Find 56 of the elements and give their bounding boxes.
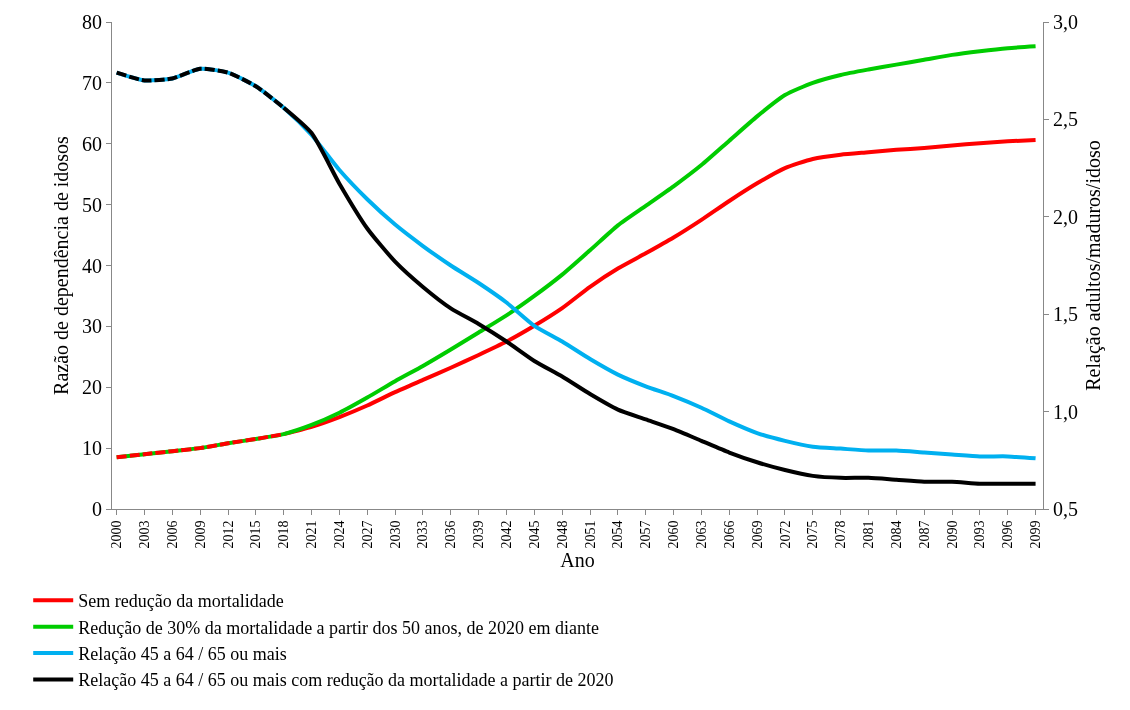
x-tick-label: 2093 [972, 520, 988, 549]
y-tick-label: 0 [92, 498, 102, 520]
x-tick-label: 2084 [888, 520, 904, 549]
x-tick-label: 2012 [220, 520, 236, 549]
y-tick-label: 60 [82, 132, 102, 155]
x-axis-title: Ano [560, 548, 595, 571]
y2-tick-label: 2,0 [1053, 205, 1078, 228]
y-tick-label: 20 [82, 376, 102, 399]
x-tick-label: 2042 [499, 520, 515, 549]
y2-tick-label: 0,5 [1053, 498, 1078, 520]
x-tick-label: 2033 [415, 520, 431, 549]
x-tick-label: 2090 [944, 520, 960, 549]
x-tick-label: 2024 [331, 520, 347, 549]
y-tick-label: 40 [82, 254, 102, 277]
x-tick-label: 2060 [666, 520, 682, 549]
x-tick-label: 2027 [359, 520, 375, 549]
x-tick-label: 2054 [610, 520, 626, 549]
y2-tick-label: 2,5 [1053, 108, 1078, 131]
x-tick-label: 2003 [137, 520, 153, 549]
x-tick-label: 2096 [1000, 520, 1016, 549]
x-tick-label: 2075 [805, 520, 821, 549]
x-tick-label: 2078 [833, 520, 849, 549]
x-tick-label: 2009 [192, 520, 208, 549]
y-tick-label: 70 [82, 71, 102, 94]
legend-label: Relação 45 a 64 / 65 ou mais com redução da mortalidade a partir de 2020 [78, 670, 614, 691]
x-tick-label: 2072 [777, 520, 793, 549]
x-tick-label: 2057 [638, 520, 654, 549]
x-tick-label: 2066 [721, 520, 737, 549]
y-tick-label: 80 [82, 11, 102, 33]
x-tick-label: 2036 [443, 520, 459, 549]
x-tick-label: 2015 [248, 520, 264, 549]
y-axis-title: Razão de dependência de idosos [49, 135, 73, 395]
y-tick-label: 50 [82, 193, 102, 216]
x-tick-label: 2018 [276, 520, 292, 549]
x-tick-label: 2045 [526, 520, 542, 549]
x-tick-label: 2081 [861, 520, 877, 549]
y-tick-label: 30 [82, 315, 102, 338]
legend-label: Sem redução da mortalidade [78, 591, 284, 612]
y2-tick-label: 3,0 [1053, 11, 1078, 33]
x-tick-label: 2099 [1028, 520, 1044, 549]
x-tick-label: 2006 [164, 520, 180, 549]
x-tick-label: 2039 [471, 520, 487, 549]
x-tick-label: 2021 [304, 520, 320, 549]
x-tick-label: 2000 [109, 520, 125, 549]
legend-label: Relação 45 a 64 / 65 ou mais [78, 644, 287, 665]
y2-tick-label: 1,5 [1053, 303, 1078, 326]
x-tick-label: 2030 [387, 520, 403, 549]
x-tick-label: 2069 [749, 520, 765, 549]
x-tick-label: 2087 [916, 520, 932, 549]
y2-axis-title: Relação adultos/maduros/idoso [1081, 140, 1105, 391]
x-tick-label: 2051 [582, 520, 598, 549]
x-tick-label: 2048 [554, 520, 570, 549]
x-tick-label: 2063 [693, 520, 709, 549]
y-tick-label: 10 [82, 437, 102, 460]
legend-label: Redução de 30% da mortalidade a partir dos 50 anos, de 2020 em diante [78, 617, 600, 638]
y2-tick-label: 1,0 [1053, 400, 1078, 423]
